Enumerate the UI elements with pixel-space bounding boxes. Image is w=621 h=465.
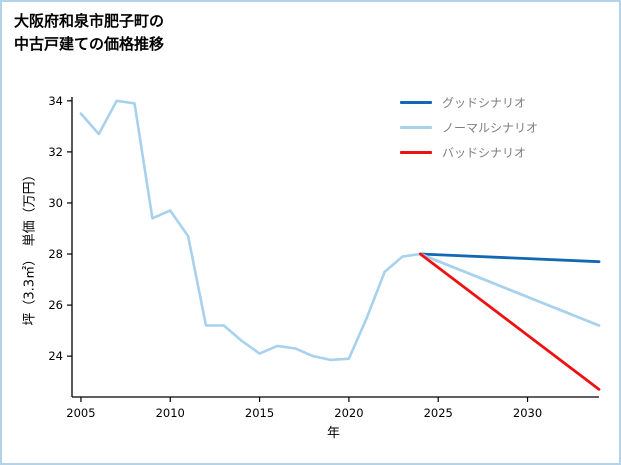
series-line-実績（坪単価） [79,99,422,362]
x-tick-label: 2005 [66,406,95,420]
y-tick-label: 30 [48,196,63,210]
legend-item: ノーマルシナリオ [400,119,538,136]
legend-swatch [400,151,432,154]
legend-swatch [400,126,432,129]
legend-label: ノーマルシナリオ [442,121,539,135]
x-tick-label: 2025 [424,406,453,420]
y-tick-label: 34 [48,94,63,108]
series-line-バッドシナリオ [418,252,601,391]
y-tick-label: 28 [48,247,63,261]
chart-title-line1: 大阪府和泉市肥子町の [14,12,165,30]
chart-title: 大阪府和泉市肥子町の 中古戸建ての価格推移 [14,10,164,55]
legend-item: グッドシナリオ [400,94,538,111]
legend-item: バッドシナリオ [400,144,538,161]
x-axis-label: 年 [326,426,340,441]
series-line-ノーマルシナリオ [418,252,601,327]
legend-label: バッドシナリオ [442,146,527,160]
x-tick-label: 2020 [334,406,363,420]
legend-label: グッドシナリオ [442,96,527,110]
legend: グッドシナリオ ノーマルシナリオ バッドシナリオ [400,94,538,161]
x-tick-label: 2015 [245,406,274,420]
y-axis-label: 坪（3.3㎡） 単価（万円） [22,168,38,326]
x-tick-label: 2010 [156,406,185,420]
y-tick-label: 32 [48,145,63,159]
x-tick-label: 2030 [513,406,542,420]
y-tick-label: 24 [48,349,63,363]
legend-swatch [400,101,432,104]
y-tick-label: 26 [48,298,63,312]
chart-title-line2: 中古戸建ての価格推移 [14,34,165,53]
series-line-グッドシナリオ [418,252,601,264]
